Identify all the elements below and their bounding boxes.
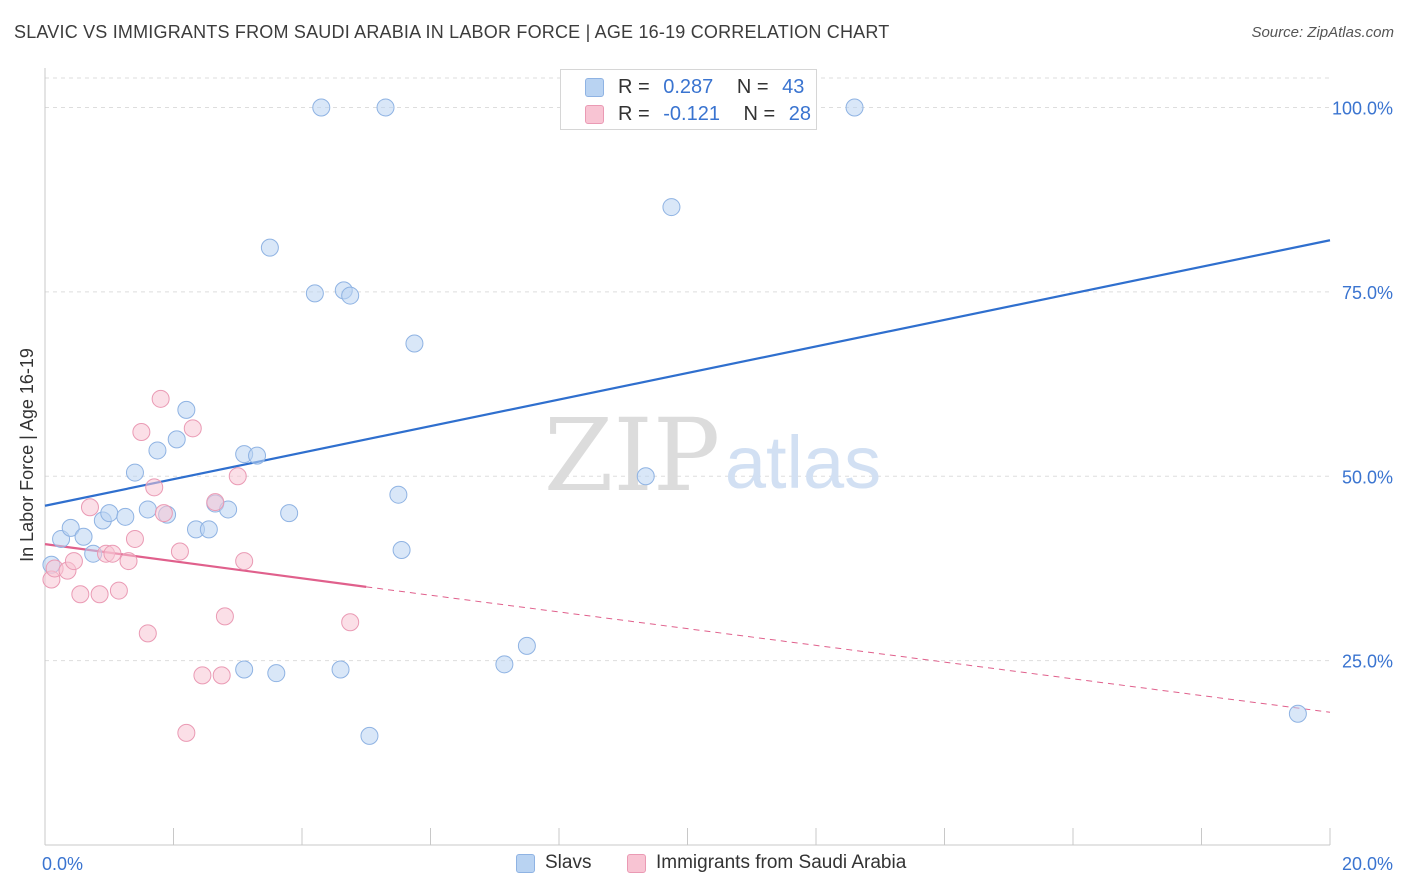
y-tick-label: 50.0% <box>1342 467 1393 487</box>
n-label: N = <box>743 102 776 125</box>
point-slavs <box>392 541 411 559</box>
point-saudi <box>138 624 157 643</box>
point-saudi <box>80 498 99 517</box>
point-slavs <box>235 660 254 679</box>
trend-line-saudi <box>366 586 1331 713</box>
n-value-saudi: 28 <box>788 102 812 125</box>
n-value-slavs: 43 <box>782 75 805 98</box>
point-slavs <box>177 400 196 419</box>
point-saudi <box>206 493 225 512</box>
bottom-legend: Slavs Immigrants from Saudi Arabia <box>0 852 1406 878</box>
x-tick-label: 20.0% <box>1342 854 1393 874</box>
point-slavs <box>116 507 135 526</box>
legend-swatch-saudi <box>585 104 604 124</box>
point-saudi <box>177 723 196 742</box>
point-saudi <box>132 423 151 441</box>
y-axis-label: In Labor Force | Age 16-19 <box>17 348 37 562</box>
y-tick-label: 75.0% <box>1342 283 1393 303</box>
r-label: R = <box>618 102 650 125</box>
point-saudi <box>64 552 83 571</box>
point-slavs <box>267 664 286 683</box>
chart-title: SLAVIC VS IMMIGRANTS FROM SAUDI ARABIA I… <box>14 22 890 42</box>
point-slavs <box>305 284 324 303</box>
point-slavs <box>260 238 279 257</box>
point-saudi <box>170 542 189 561</box>
n-label: N = <box>736 75 769 98</box>
source-note: Source: ZipAtlas.com <box>1251 24 1394 41</box>
point-saudi <box>235 552 254 571</box>
tick-labels: 25.0% 50.0% 75.0% 100.0% 0.0% 20.0% <box>42 99 1393 875</box>
point-saudi <box>145 478 164 497</box>
point-saudi <box>228 467 247 486</box>
point-slavs <box>312 98 331 117</box>
point-slavs <box>100 504 119 523</box>
point-slavs <box>517 636 536 655</box>
point-saudi <box>103 544 122 563</box>
point-saudi <box>151 389 170 408</box>
point-slavs <box>1288 704 1307 723</box>
point-slavs <box>148 441 167 460</box>
legend-swatch-saudi <box>627 853 646 873</box>
x-tick-label: 0.0% <box>42 854 83 874</box>
point-saudi <box>71 585 90 604</box>
point-slavs <box>167 430 186 449</box>
bottom-legend-item-saudi[interactable]: Immigrants from Saudi Arabia <box>627 852 906 874</box>
point-slavs <box>199 520 218 539</box>
axes <box>44 68 1331 846</box>
point-slavs <box>389 485 408 504</box>
r-label: R = <box>618 75 650 98</box>
point-saudi <box>193 666 212 685</box>
point-slavs <box>360 726 379 745</box>
point-slavs <box>61 518 80 537</box>
legend-label-saudi: Immigrants from Saudi Arabia <box>656 852 907 873</box>
point-saudi <box>125 529 144 548</box>
point-saudi <box>90 585 109 604</box>
legend-swatch-slavs <box>585 77 604 97</box>
point-slavs <box>845 98 864 117</box>
legend-swatch-slavs <box>516 853 535 873</box>
point-slavs <box>376 98 395 117</box>
watermark-atlas: atlas <box>725 421 881 504</box>
legend-label-slavs: Slavs <box>545 852 592 873</box>
point-saudi <box>212 666 231 685</box>
r-value-slavs: 0.287 <box>663 75 714 98</box>
point-slavs <box>138 500 157 519</box>
point-saudi <box>154 504 173 523</box>
point-saudi <box>215 607 234 626</box>
point-saudi <box>119 552 138 571</box>
point-slavs <box>248 446 267 465</box>
gridlines <box>45 77 1330 662</box>
point-slavs <box>662 198 681 217</box>
point-slavs <box>280 504 299 523</box>
y-tick-label: 100.0% <box>1332 99 1393 119</box>
correlation-legend: R = 0.287 N = 43 R = -0.121 N = 28 <box>560 69 817 130</box>
zipatlas-watermark: ZIP atlas <box>544 397 881 514</box>
point-slavs <box>331 660 350 679</box>
r-value-saudi: -0.121 <box>663 102 720 125</box>
point-saudi <box>183 419 202 438</box>
point-slavs <box>125 463 144 482</box>
bottom-legend-item-slavs[interactable]: Slavs <box>516 852 591 874</box>
point-slavs <box>74 527 93 546</box>
point-saudi <box>341 613 360 632</box>
point-slavs <box>405 334 424 353</box>
point-slavs <box>341 286 360 305</box>
point-slavs <box>636 467 655 486</box>
point-saudi <box>109 581 128 600</box>
point-slavs <box>495 655 514 674</box>
y-tick-label: 25.0% <box>1342 652 1393 672</box>
watermark-zip: ZIP <box>544 397 720 514</box>
